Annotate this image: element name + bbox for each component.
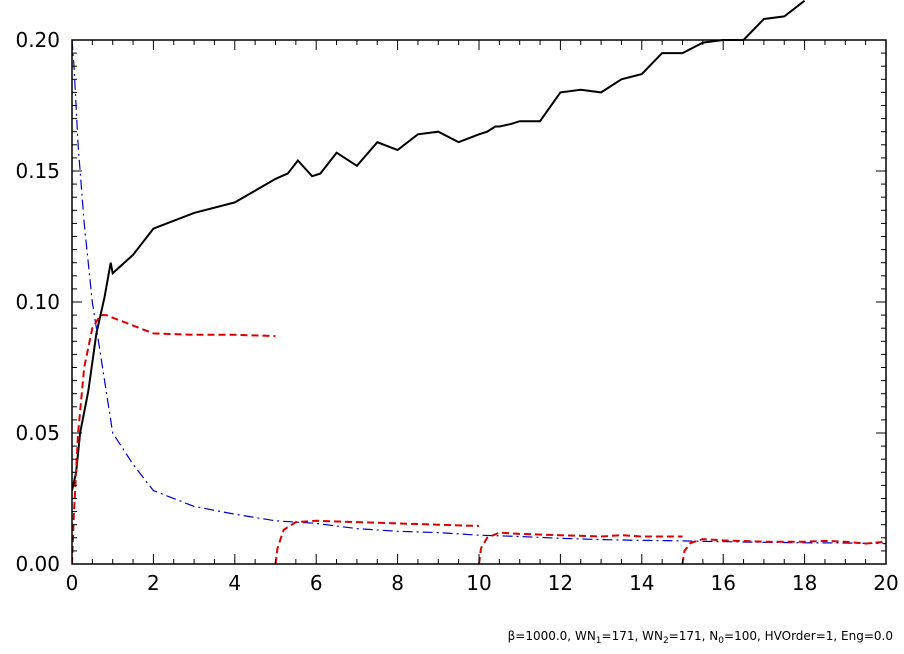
parameter-annotation: β=1000.0, WN1=171, WN2=171, N0=100, HVOr…: [508, 629, 893, 646]
tick-labels: 0 2 4 6 8 10 12 14 16 18 20 0.00 0.05 0.10 0.15 0.20: [15, 28, 898, 595]
x-tick-label: 2: [147, 571, 160, 595]
annotation-wn1-sub: 1: [596, 636, 602, 646]
x-tick-label: 10: [466, 571, 491, 595]
y-tick-label: 0.10: [15, 290, 60, 314]
series-line-4: [274, 519, 480, 564]
series-layer: [72, 0, 886, 564]
x-tick-label: 0: [66, 571, 79, 595]
annotation-wn2-sub: 2: [663, 636, 669, 646]
plot-frame: [71, 39, 887, 565]
series-line-5: [478, 531, 683, 564]
annotation-wn2-prefix: WN: [642, 629, 663, 643]
y-tick-label: 0.20: [15, 28, 60, 52]
x-tick-label: 12: [548, 571, 573, 595]
series-line-1: [72, 0, 806, 491]
annotation-wn1-value: =171,: [602, 629, 643, 643]
x-tick-label: 8: [391, 571, 404, 595]
annotation-rest: HVOrder=1, Eng=0.0: [765, 629, 893, 643]
y-tick-label: 0.00: [15, 552, 60, 576]
x-tick-label: 18: [792, 571, 817, 595]
x-tick-label: 4: [228, 571, 241, 595]
annotation-beta: β=1000.0,: [508, 629, 575, 643]
annotation-n0-prefix: N: [709, 629, 718, 643]
x-tick-label: 6: [310, 571, 323, 595]
series-line-2: [72, 39, 886, 545]
axis-ticks: [71, 39, 887, 565]
y-tick-label: 0.15: [15, 159, 60, 183]
x-tick-label: 14: [629, 571, 654, 595]
annotation-n0-value: =100,: [724, 629, 765, 643]
y-tick-label: 0.05: [15, 421, 60, 445]
x-tick-label: 20: [873, 571, 898, 595]
series-line-3: [72, 314, 276, 564]
annotation-wn2-value: =171,: [669, 629, 710, 643]
annotation-n0-sub: 0: [718, 636, 724, 646]
annotation-wn1-prefix: WN: [575, 629, 596, 643]
x-tick-label: 16: [710, 571, 735, 595]
